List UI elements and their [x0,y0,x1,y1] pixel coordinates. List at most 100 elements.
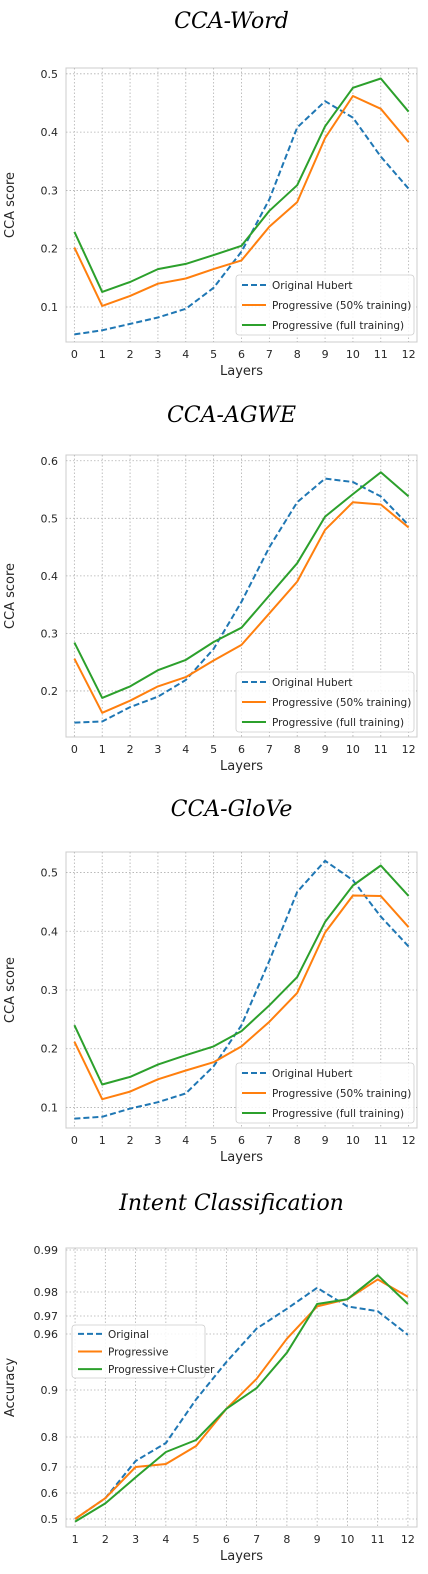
x-tick-label: 3 [132,1533,139,1546]
x-tick-label: 9 [322,743,329,756]
legend-entry-3: Progressive+Cluster [108,1364,215,1376]
x-axis-label: Layers [220,1549,263,1564]
legend: Original Progressive Progressive+Cluster [71,1324,215,1379]
legend-entry-3: Progressive (full training) [272,320,404,332]
x-tick-label: 7 [266,743,273,756]
y-tick-label: 0.5 [41,68,59,81]
legend-box [235,671,415,733]
x-tick-label: 8 [283,1533,290,1546]
chart-title: CCA-GloVe [171,797,293,822]
plot-frame [65,1247,418,1528]
y-tick-label: 0.4 [41,925,59,938]
x-tick-label: 9 [322,1134,329,1147]
y-tick-label: 0.97 [34,1310,59,1323]
series-line-1 [74,477,410,724]
chart-title: CCA-AGWE [167,403,296,428]
series-line-2 [73,894,410,1101]
legend-entry-1: Original [108,1329,149,1341]
y-tick-label: 0.5 [41,1513,59,1526]
legend-box [71,1324,206,1379]
y-tick-label: 0.3 [41,184,59,197]
x-tick-label: 12 [402,1134,416,1147]
series-line-3 [74,1274,409,1523]
y-axis-label: CCA score [3,957,18,1023]
y-tick-label: 0.99 [34,1244,59,1257]
series-line-2 [73,501,410,714]
x-tick-label: 0 [71,1134,78,1147]
x-tick-label: 6 [223,1533,230,1546]
legend-entry-1: Original Hubert [272,280,353,292]
legend-entry-3: Progressive (full training) [272,717,404,729]
legend-entry-1: Original Hubert [272,1068,353,1080]
x-tick-label: 7 [266,1134,273,1147]
x-tick-label: 6 [238,348,245,361]
series-line-3 [73,864,410,1086]
y-tick-label: 0.98 [34,1286,59,1299]
series-line-1 [74,1286,409,1520]
y-tick-label: 0.8 [41,1431,59,1444]
legend: Original Hubert Progressive (50% training… [235,274,415,336]
y-tick-label: 0.96 [34,1328,59,1341]
x-tick-label: 9 [314,1533,321,1546]
x-tick-label: 2 [102,1533,109,1546]
x-axis-label: Layers [220,759,263,774]
series-line-2 [73,95,410,307]
y-tick-label: 0.6 [41,455,59,468]
x-tick-label: 11 [371,1533,385,1546]
x-tick-label: 1 [99,743,106,756]
legend-entry-3: Progressive (full training) [272,1108,404,1120]
series-line-3 [73,471,410,699]
y-tick-label: 0.1 [41,301,59,314]
y-tick-label: 0.4 [41,570,59,583]
y-tick-label: 0.2 [41,685,59,698]
legend: Original Hubert Progressive (50% training… [235,1062,415,1124]
x-tick-label: 11 [374,348,388,361]
x-tick-label: 9 [322,348,329,361]
y-tick-label: 0.5 [41,512,59,525]
y-tick-label: 0.6 [41,1487,59,1500]
x-tick-label: 10 [346,348,360,361]
y-tick-label: 0.3 [41,627,59,640]
y-tick-label: 0.2 [41,1043,59,1056]
x-tick-label: 10 [340,1533,354,1546]
x-tick-label: 4 [182,743,189,756]
y-tick-label: 0.3 [41,984,59,997]
legend-entry-1: Original Hubert [272,677,353,689]
x-tick-label: 5 [210,348,217,361]
series-line-1 [74,859,410,1120]
x-tick-label: 12 [401,1533,415,1546]
chart-title: CCA-Word [174,9,289,34]
chart-title: Intent Classification [118,1191,344,1216]
x-tick-label: 5 [210,1134,217,1147]
x-tick-label: 3 [154,348,161,361]
legend-box [235,1062,415,1124]
x-tick-label: 11 [374,1134,388,1147]
legend-entry-2: Progressive [108,1347,168,1359]
x-tick-label: 2 [127,348,134,361]
legend: Original Hubert Progressive (50% training… [235,671,415,733]
series-line-1 [74,100,410,336]
x-tick-label: 1 [72,1533,79,1546]
x-tick-label: 5 [193,1533,200,1546]
x-axis-label: Layers [220,364,263,379]
x-tick-label: 7 [266,348,273,361]
y-axis-label: CCA score [3,563,18,629]
x-tick-label: 12 [402,348,416,361]
x-tick-label: 8 [294,743,301,756]
y-tick-label: 0.7 [41,1461,59,1474]
y-axis-label: CCA score [3,172,18,238]
x-tick-label: 6 [238,1134,245,1147]
legend-box [235,274,415,336]
x-tick-label: 8 [294,1134,301,1147]
x-tick-label: 6 [238,743,245,756]
legend-entry-2: Progressive (50% training) [272,697,411,709]
x-tick-label: 3 [154,743,161,756]
x-axis-label: Layers [220,1150,263,1165]
legend-entry-2: Progressive (50% training) [272,1088,411,1100]
x-tick-label: 2 [127,1134,134,1147]
